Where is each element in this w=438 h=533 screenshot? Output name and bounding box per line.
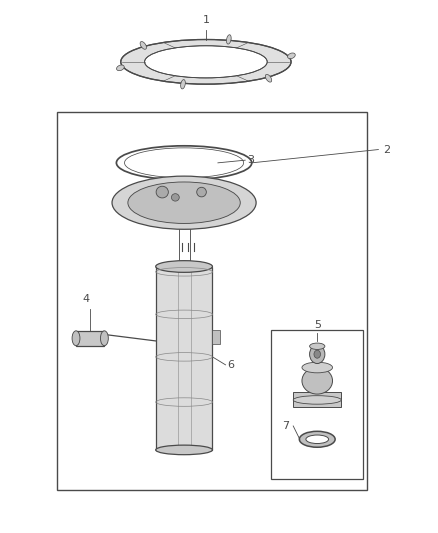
Text: 1: 1 [202,14,209,25]
Bar [293,392,341,407]
Text: 5: 5 [314,320,321,330]
Ellipse shape [314,350,321,358]
Text: 3: 3 [247,155,254,165]
Ellipse shape [288,53,295,59]
Ellipse shape [155,261,212,272]
Bar [76,331,104,346]
Ellipse shape [100,331,108,346]
Ellipse shape [128,182,240,223]
Ellipse shape [112,176,256,229]
Text: 2: 2 [383,144,390,155]
Bar [272,330,363,479]
Ellipse shape [299,431,335,447]
Ellipse shape [306,435,328,443]
Bar [155,266,212,450]
Ellipse shape [140,42,146,49]
Ellipse shape [226,35,231,44]
Ellipse shape [171,193,179,201]
Ellipse shape [310,343,325,350]
Text: 7: 7 [282,421,289,431]
Ellipse shape [121,39,291,84]
Ellipse shape [197,187,206,197]
Ellipse shape [180,79,185,89]
Text: 6: 6 [228,360,235,370]
Text: 4: 4 [82,294,89,304]
Bar [57,112,367,490]
Ellipse shape [145,46,267,78]
Ellipse shape [302,368,332,394]
Ellipse shape [302,362,332,373]
Ellipse shape [293,395,341,404]
Ellipse shape [156,186,168,198]
Ellipse shape [155,445,212,455]
Bar [212,330,220,344]
Ellipse shape [72,331,80,346]
Ellipse shape [117,65,124,71]
Ellipse shape [310,345,325,364]
Ellipse shape [265,75,272,82]
